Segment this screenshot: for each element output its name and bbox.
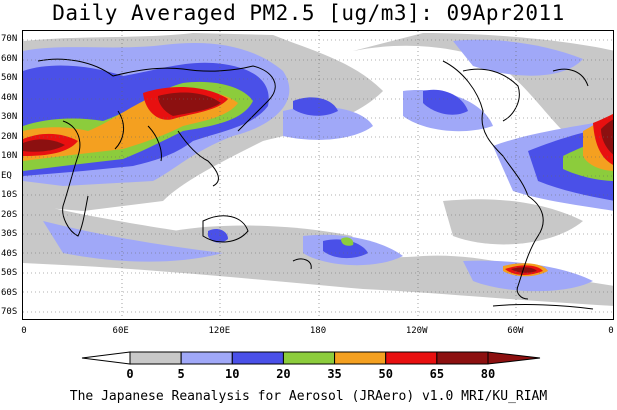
lat-label: 30S: [1, 229, 18, 239]
colorbar-tick-label: 35: [327, 367, 342, 381]
lon-label: 120W: [405, 326, 428, 336]
lat-label: 50S: [1, 268, 18, 278]
colorbar-segment: [334, 351, 387, 365]
colorbar-tick-label: 80: [480, 367, 496, 381]
graticule: [23, 31, 613, 319]
lat-label: 70S: [1, 307, 18, 317]
lon-label: 60W: [507, 326, 524, 336]
lat-label: EQ: [1, 170, 12, 181]
colorbar-segment: [385, 351, 438, 365]
colorbar: [81, 351, 541, 365]
lat-label: 10S: [1, 190, 18, 200]
colorbar-tick-label: 50: [378, 367, 393, 381]
lat-label: 60S: [1, 287, 18, 298]
colorbar-tick-label: 5: [177, 367, 185, 381]
map-title: Daily Averaged PM2.5 [ug/m3]: 09Apr2011: [52, 1, 565, 25]
lat-label: 30N: [1, 112, 18, 122]
colorbar-over-triangle: [487, 351, 541, 365]
colorbar-segment: [436, 351, 489, 365]
footer-credit: The Japanese Reanalysis for Aerosol (JRA…: [69, 389, 548, 404]
colorbar-segment: [180, 351, 233, 365]
lon-label: 0: [608, 326, 614, 336]
lat-label: 20S: [1, 209, 18, 220]
lon-label: 180: [309, 326, 327, 336]
colorbar-segment: [282, 351, 336, 365]
lon-label: 0: [21, 326, 27, 336]
lon-label: 120E: [208, 326, 231, 336]
colorbar-tick-label: 10: [225, 367, 240, 381]
lat-label: 40N: [1, 92, 18, 103]
colorbar-tick-label: 65: [429, 367, 445, 381]
colorbar-tick-label: 0: [126, 367, 134, 381]
coastlines: [37, 58, 594, 310]
lat-label: 70N: [1, 34, 18, 44]
lat-label: 40S: [1, 248, 18, 259]
lat-label: 50N: [1, 73, 18, 83]
lat-label: 10N: [1, 151, 18, 161]
colorbar-under-triangle: [81, 351, 131, 365]
colorbar-segment: [129, 351, 182, 365]
lat-label: 20N: [1, 131, 18, 142]
lon-label: 60E: [112, 326, 129, 336]
pm25-map: [22, 30, 614, 320]
lat-label: 60N: [1, 53, 18, 64]
colorbar-segment: [231, 351, 284, 365]
colorbar-tick-label: 20: [276, 367, 291, 381]
